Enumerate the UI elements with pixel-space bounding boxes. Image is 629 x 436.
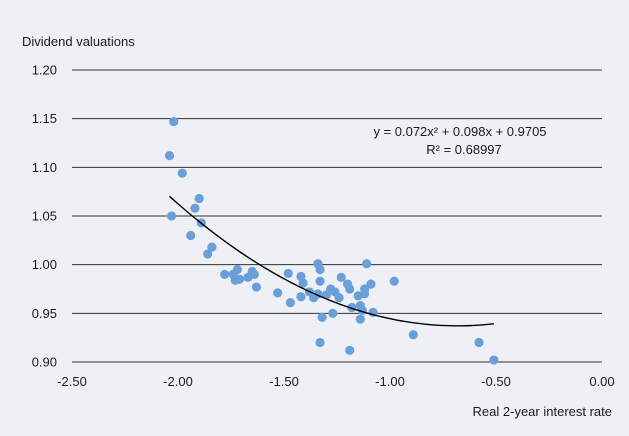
data-point	[359, 289, 370, 299]
y-tick-label: 0.90	[32, 355, 57, 370]
y-tick-label: 0.95	[32, 306, 57, 321]
data-point	[345, 284, 355, 294]
data-point	[249, 269, 259, 279]
data-point	[203, 249, 213, 259]
data-point	[232, 264, 242, 275]
data-point	[251, 282, 262, 292]
y-tick-label: 1.15	[32, 111, 57, 126]
data-point	[177, 168, 187, 178]
data-point	[234, 274, 245, 284]
data-point	[355, 314, 365, 324]
data-point	[296, 292, 306, 302]
data-point	[474, 337, 484, 348]
data-point	[315, 276, 325, 286]
data-point	[336, 272, 346, 282]
trendline	[169, 195, 494, 327]
trendline-equation: y = 0.072x² + 0.098x + 0.9705	[373, 124, 546, 139]
y-axis-label: Dividend valuations	[22, 34, 135, 49]
data-point	[167, 211, 177, 221]
gridlines	[72, 69, 602, 363]
data-point	[194, 193, 204, 204]
data-point	[186, 230, 196, 241]
data-point	[317, 312, 327, 322]
data-point	[315, 337, 325, 348]
data-point	[345, 345, 355, 355]
x-tick-label: -1.50	[269, 374, 299, 389]
x-tick-label: -1.00	[375, 374, 405, 389]
data-point	[328, 308, 338, 318]
x-tick-labels: -2.50 -2.00 -1.50 -1.00 -0.50 0.00	[57, 374, 614, 389]
data-point	[169, 116, 179, 127]
data-point	[298, 278, 308, 288]
data-point	[408, 330, 418, 340]
x-tick-label: -0.50	[481, 374, 511, 389]
data-point	[362, 259, 372, 269]
y-tick-labels: 0.90 0.95 1.00 1.05 1.10 1.15 1.20	[32, 63, 57, 370]
y-tick-label: 1.10	[32, 160, 57, 175]
x-tick-label: -2.50	[57, 374, 87, 389]
r-squared-label: R² = 0.68997	[426, 142, 502, 157]
data-point	[190, 203, 200, 213]
data-point	[334, 293, 344, 303]
data-point	[164, 151, 175, 161]
data-point	[489, 355, 499, 365]
data-point	[285, 298, 295, 308]
data-point	[207, 242, 217, 252]
data-point	[389, 276, 399, 286]
data-point	[220, 269, 230, 279]
data-point	[366, 279, 376, 289]
data-point	[315, 264, 325, 275]
x-tick-label: -2.00	[163, 374, 193, 389]
y-tick-label: 1.20	[32, 63, 57, 78]
y-tick-label: 1.05	[32, 209, 57, 224]
data-point	[273, 288, 283, 298]
x-tick-label: 0.00	[589, 374, 614, 389]
data-point	[283, 268, 293, 279]
x-axis-label: Real 2-year interest rate	[473, 404, 612, 419]
y-tick-label: 1.00	[32, 257, 57, 272]
